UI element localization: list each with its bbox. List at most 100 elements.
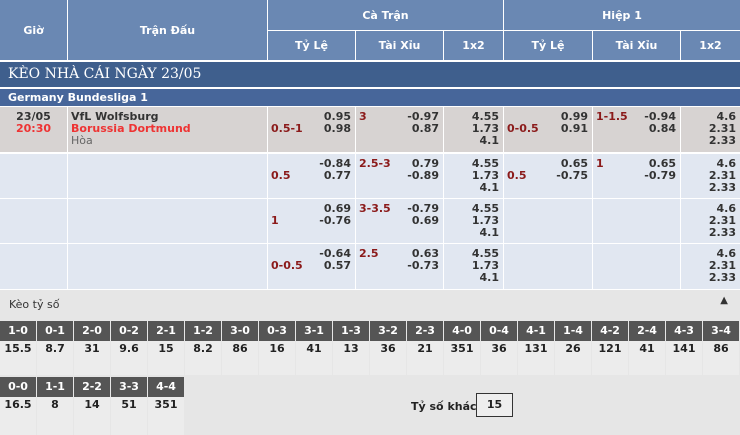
- score-label: 1-2: [185, 321, 221, 341]
- score-cell[interactable]: 0-1 8.7: [37, 321, 73, 375]
- odds-htx1[interactable]: 0.65: [648, 157, 676, 170]
- score-cell[interactable]: 0-3 16: [259, 321, 295, 375]
- odds-tx2[interactable]: -0.73: [407, 259, 439, 272]
- odds-htl2[interactable]: -0.75: [556, 169, 588, 182]
- odds-h2[interactable]: 2.31: [708, 259, 736, 272]
- odds-o1[interactable]: 4.55: [471, 157, 499, 170]
- odds-tx2[interactable]: 0.69: [411, 214, 439, 227]
- match-time: 20:30: [15, 122, 51, 135]
- total-line: 3: [359, 110, 367, 123]
- odds-o2[interactable]: 1.73: [471, 214, 499, 227]
- score-cell[interactable]: 4-1 131: [518, 321, 554, 375]
- score-cell[interactable]: 0-4 36: [481, 321, 517, 375]
- score-odds: 41: [639, 342, 655, 355]
- odds-tl1[interactable]: -0.64: [319, 247, 351, 260]
- odds-h1[interactable]: 4.6: [716, 157, 737, 170]
- score-cell[interactable]: 2-3 21: [407, 321, 443, 375]
- score-cell[interactable]: 2-4 41: [629, 321, 665, 375]
- total-line: 2.5-3: [359, 157, 391, 170]
- h1-handicap-line: 0-0.5: [507, 122, 539, 135]
- odds-tl2[interactable]: 0.77: [323, 169, 351, 182]
- odds-tl1[interactable]: -0.84: [319, 157, 351, 170]
- handicap-line: 0.5-1: [271, 122, 303, 135]
- score-label: 0-4: [481, 321, 517, 341]
- odds-o2[interactable]: 1.73: [471, 169, 499, 182]
- odds-htx1[interactable]: -0.94: [644, 110, 676, 123]
- odds-o3[interactable]: 4.1: [479, 134, 500, 147]
- odds-o3[interactable]: 4.1: [479, 181, 500, 194]
- odds-htx2[interactable]: -0.79: [644, 169, 676, 182]
- odds-tl2[interactable]: 0.57: [323, 259, 351, 272]
- score-cell[interactable]: 4-4 351: [148, 377, 184, 435]
- score-cell[interactable]: 3-1 41: [296, 321, 332, 375]
- odds-o1[interactable]: 4.55: [471, 202, 499, 215]
- odds-tl1[interactable]: 0.69: [323, 202, 351, 215]
- score-cell[interactable]: 0-2 9.6: [111, 321, 147, 375]
- score-cell[interactable]: 3-4 86: [703, 321, 739, 375]
- score-cell[interactable]: 2-0 31: [74, 321, 110, 375]
- score-label: 0-0: [0, 377, 36, 397]
- odds-tx1[interactable]: 0.79: [411, 157, 439, 170]
- score-label: 0-2: [111, 321, 147, 341]
- score-odds: 21: [417, 342, 433, 355]
- match-row: 0.5 -0.84 0.77 2.5-3 0.79 -0.89 4.55 1.73 4.1 …: [0, 154, 740, 198]
- odds-tx2[interactable]: -0.89: [407, 169, 439, 182]
- score-cell[interactable]: 4-2 121: [592, 321, 628, 375]
- odds-tl2[interactable]: 0.98: [323, 122, 351, 135]
- away-team[interactable]: Borussia Dortmund: [71, 122, 191, 135]
- home-team[interactable]: VfL Wolfsburg: [71, 110, 159, 123]
- score-cell[interactable]: 1-2 8.2: [185, 321, 221, 375]
- score-cell[interactable]: 1-4 26: [555, 321, 591, 375]
- odds-o1[interactable]: 4.55: [471, 110, 499, 123]
- odds-tx1[interactable]: -0.97: [407, 110, 439, 123]
- odds-h3[interactable]: 2.33: [708, 134, 736, 147]
- score-cell[interactable]: 4-3 141: [666, 321, 702, 375]
- score-odds: 41: [306, 342, 322, 355]
- match-row: 23/05 20:30 VfL Wolfsburg Borussia Dortmun…: [0, 107, 740, 152]
- score-cell[interactable]: 2-2 14: [74, 377, 110, 435]
- score-cell[interactable]: 1-0 15.5: [0, 321, 36, 375]
- odds-h2[interactable]: 2.31: [708, 122, 736, 135]
- odds-h1[interactable]: 4.6: [716, 110, 737, 123]
- odds-h3[interactable]: 2.33: [708, 226, 736, 239]
- odds-o2[interactable]: 1.73: [471, 259, 499, 272]
- score-cell[interactable]: 3-2 36: [370, 321, 406, 375]
- score-label: 3-4: [703, 321, 739, 341]
- score-label: 1-3: [333, 321, 369, 341]
- odds-htl1[interactable]: 0.99: [560, 110, 588, 123]
- odds-htl2[interactable]: 0.91: [560, 122, 588, 135]
- score-label: 0-1: [37, 321, 73, 341]
- odds-htl1[interactable]: 0.65: [560, 157, 588, 170]
- collapse-icon[interactable]: ▲: [720, 295, 728, 306]
- odds-tx2[interactable]: 0.87: [411, 122, 439, 135]
- odds-o3[interactable]: 4.1: [479, 226, 500, 239]
- score-cell[interactable]: 1-1 8: [37, 377, 73, 435]
- score-label: 1-1: [37, 377, 73, 397]
- odds-tl1[interactable]: 0.95: [323, 110, 351, 123]
- odds-tl2[interactable]: -0.76: [319, 214, 351, 227]
- score-cell[interactable]: 0-0 16.5: [0, 377, 36, 435]
- score-odds: 15: [158, 342, 174, 355]
- score-cell[interactable]: 3-3 51: [111, 377, 147, 435]
- odds-o1[interactable]: 4.55: [471, 247, 499, 260]
- score-cell[interactable]: 2-1 15: [148, 321, 184, 375]
- odds-h2[interactable]: 2.31: [708, 214, 736, 227]
- odds-tx1[interactable]: -0.79: [407, 202, 439, 215]
- odds-htx2[interactable]: 0.84: [648, 122, 676, 135]
- score-cell[interactable]: 1-3 13: [333, 321, 369, 375]
- odds-tx1[interactable]: 0.63: [411, 247, 439, 260]
- score-odds: 9.6: [119, 342, 139, 355]
- draw-label: Hòa: [71, 134, 93, 147]
- score-cell[interactable]: 3-0 86: [222, 321, 258, 375]
- score-label: 2-4: [629, 321, 665, 341]
- odds-h3[interactable]: 2.33: [708, 271, 736, 284]
- odds-h2[interactable]: 2.31: [708, 169, 736, 182]
- odds-h1[interactable]: 4.6: [716, 247, 737, 260]
- odds-o2[interactable]: 1.73: [471, 122, 499, 135]
- match-row: 0-0.5 -0.64 0.57 2.5 0.63 -0.73 4.55 1.73 4.1 …: [0, 244, 740, 289]
- other-score-label: Tỷ số khác: [411, 400, 477, 413]
- score-cell[interactable]: 4-0 351: [444, 321, 480, 375]
- odds-h3[interactable]: 2.33: [708, 181, 736, 194]
- odds-o3[interactable]: 4.1: [479, 271, 500, 284]
- odds-h1[interactable]: 4.6: [716, 202, 737, 215]
